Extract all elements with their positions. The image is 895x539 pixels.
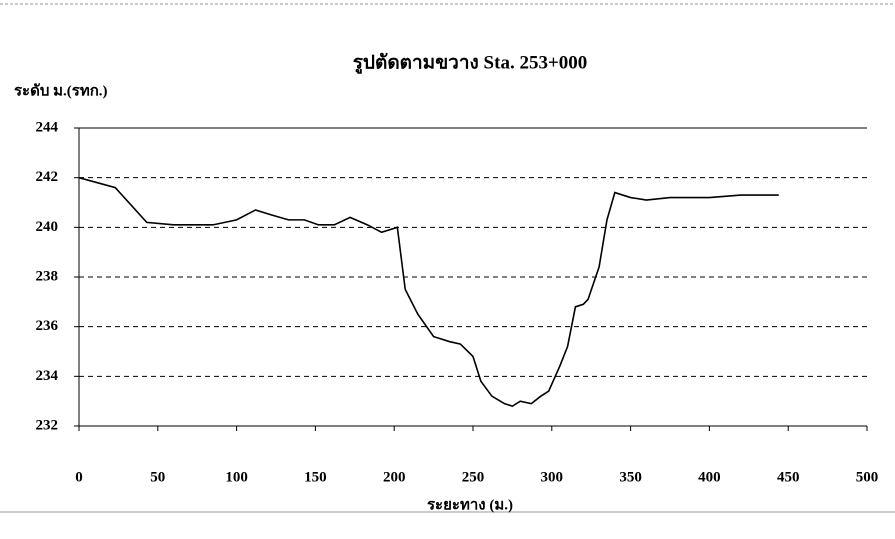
- x-tick-label: 450: [777, 469, 800, 485]
- y-tick-label: 242: [36, 169, 59, 185]
- data-line: [79, 178, 779, 406]
- x-tick-label: 50: [150, 469, 165, 485]
- y-tick-label: 244: [36, 119, 59, 135]
- y-tick-label: 232: [36, 417, 59, 433]
- y-tick-label: 238: [36, 268, 59, 284]
- x-tick-label: 300: [541, 469, 564, 485]
- y-tick-label: 234: [36, 368, 59, 384]
- y-tick-label: 236: [36, 318, 59, 334]
- x-tick-label: 150: [304, 469, 327, 485]
- x-tick-label: 350: [619, 469, 642, 485]
- y-tick-label: 240: [36, 219, 59, 235]
- x-tick-label: 100: [225, 469, 248, 485]
- chart: รูปตัดตามขวาง Sta. 253+000 ระดับ ม.(รทก.…: [0, 0, 895, 539]
- chart-title: รูปตัดตามขวาง Sta. 253+000: [353, 52, 588, 74]
- x-tick-label: 500: [856, 469, 879, 485]
- x-tick-label: 250: [462, 469, 485, 485]
- x-tick-label: 400: [698, 469, 721, 485]
- x-tick-label: 200: [383, 469, 406, 485]
- y-axis-label: ระดับ ม.(รทก.): [14, 82, 108, 99]
- x-tick-label: 0: [75, 469, 83, 485]
- x-axis-label: ระยะทาง (ม.): [427, 497, 513, 513]
